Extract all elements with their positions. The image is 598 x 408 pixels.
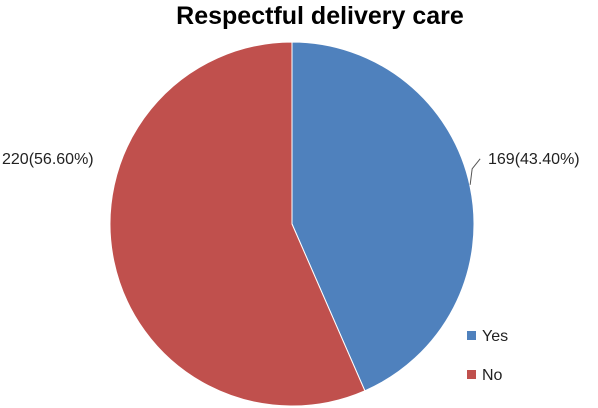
pie-slice-no [109, 41, 366, 407]
legend: Yes No [467, 328, 508, 384]
legend-swatch-yes [467, 331, 476, 340]
data-label-no: 220(56.60%) [2, 151, 94, 168]
data-label-yes: 169(43.40%) [488, 151, 580, 168]
legend-swatch-no [467, 370, 476, 379]
pie-slices [109, 41, 475, 407]
chart-title: Respectful delivery care [176, 2, 464, 30]
legend-label-yes: Yes [482, 328, 508, 345]
leader-lines [469, 158, 481, 185]
leader-line-yes [469, 158, 481, 185]
pie-slice-yes [291, 41, 475, 392]
legend-label-no: No [482, 367, 503, 384]
